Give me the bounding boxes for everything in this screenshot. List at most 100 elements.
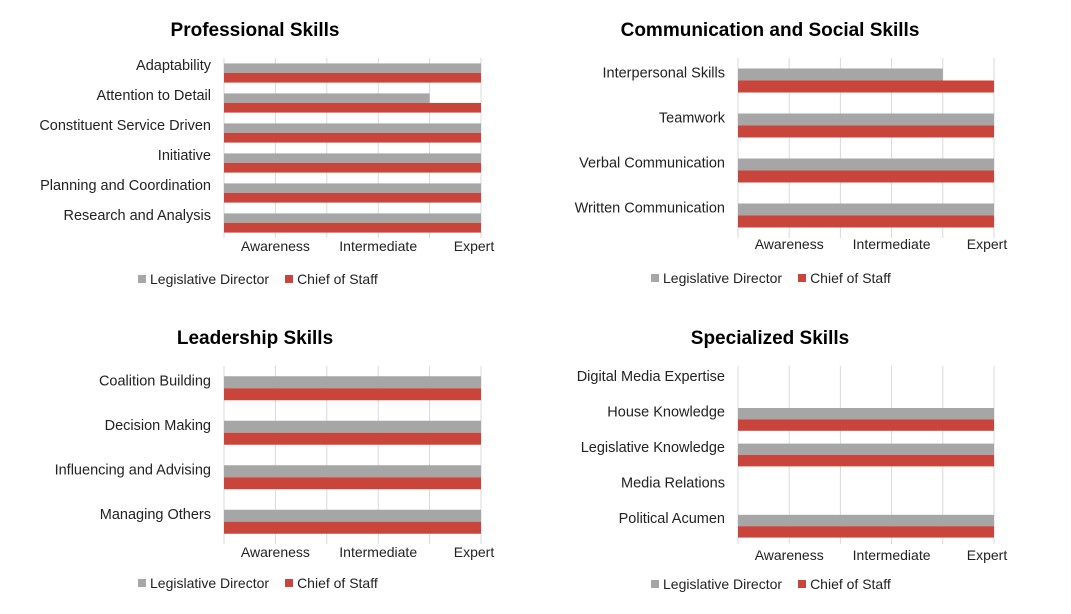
bar: [738, 443, 994, 455]
category-label: Legislative Knowledge: [581, 440, 725, 456]
legend-swatch: [285, 275, 294, 283]
legend-label: Chief of Staff: [810, 270, 891, 286]
bar: [738, 215, 994, 228]
x-tick-label: Expert: [454, 238, 495, 254]
legend-label: Legislative Director: [663, 270, 783, 286]
bar: [224, 73, 481, 83]
chart-title: Communication and Social Skills: [620, 20, 920, 41]
bar: [738, 113, 994, 126]
chart-plot: Interpersonal Skills Teamwork Verbal Commu…: [575, 58, 1008, 252]
bar: [738, 408, 994, 420]
legend-item: Legislative Director: [651, 270, 782, 286]
chart-professional-skills: Professional Skills Adaptability Attentio…: [0, 0, 520, 300]
legend-swatch: [798, 274, 807, 282]
chart-plot: Digital Media Expertise House Knowledge Le…: [577, 366, 1008, 563]
x-tick-label: Awareness: [241, 544, 310, 560]
category-label: Coalition Building: [99, 373, 211, 389]
category-label: Digital Media Expertise: [577, 369, 725, 385]
x-tick-label: Expert: [454, 544, 495, 560]
bar: [224, 153, 481, 163]
legend-swatch: [651, 580, 659, 588]
chart-legend: Legislative Director Chief of Staff: [138, 271, 394, 287]
x-tick-label: Expert: [967, 236, 1008, 252]
legend-swatch: [651, 274, 659, 282]
category-label: Interpersonal Skills: [603, 66, 726, 82]
bar: [224, 193, 481, 203]
legend-label: Legislative Director: [150, 575, 270, 591]
chart-leadership-skills: Leadership Skills Coalition Building Deci…: [0, 308, 520, 608]
legend-label: Legislative Director: [663, 576, 783, 592]
bar: [738, 526, 994, 538]
legend-label: Chief of Staff: [810, 576, 891, 592]
legend-swatch: [138, 579, 146, 587]
bar: [738, 158, 994, 171]
legend-item: Legislative Director: [651, 576, 782, 592]
legend-label: Chief of Staff: [297, 575, 378, 591]
category-label: Research and Analysis: [64, 208, 212, 224]
bar: [738, 125, 994, 138]
chart-title: Professional Skills: [170, 20, 340, 41]
bar: [224, 521, 481, 534]
category-label: Written Communication: [575, 201, 725, 217]
category-label: Teamwork: [659, 111, 726, 127]
chart-plot: Adaptability Attention to Detail Constitue…: [39, 58, 495, 254]
bar: [738, 514, 994, 527]
category-label: Decision Making: [105, 418, 211, 434]
bar: [738, 170, 994, 183]
x-tick-label: Intermediate: [339, 544, 417, 560]
bar: [224, 103, 481, 113]
category-label: Political Acumen: [619, 511, 725, 527]
legend-swatch: [798, 580, 807, 588]
bar: [224, 465, 481, 478]
bar: [224, 123, 481, 133]
bar: [224, 432, 481, 445]
chart-legend: Legislative Director Chief of Staff: [651, 576, 907, 592]
category-label: Adaptability: [136, 58, 212, 74]
x-tick-label: Awareness: [755, 547, 824, 563]
bar: [738, 68, 943, 81]
x-tick-label: Awareness: [241, 238, 310, 254]
category-label: Planning and Coordination: [40, 178, 211, 194]
bar: [224, 223, 481, 233]
bar: [224, 93, 430, 103]
category-label: Managing Others: [100, 507, 211, 523]
category-label: Initiative: [158, 148, 211, 164]
bar: [224, 213, 481, 223]
x-tick-label: Expert: [967, 547, 1008, 563]
bar: [224, 477, 481, 490]
legend-label: Legislative Director: [150, 271, 270, 287]
x-tick-label: Intermediate: [853, 236, 931, 252]
legend-item: Chief of Staff: [798, 270, 891, 286]
legend-item: Legislative Director: [138, 271, 269, 287]
bar: [224, 509, 481, 522]
bar: [224, 133, 481, 143]
chart-legend: Legislative Director Chief of Staff: [138, 575, 394, 591]
legend-label: Chief of Staff: [297, 271, 378, 287]
legend-swatch: [285, 579, 294, 587]
bar: [224, 163, 481, 173]
chart-communication-social-skills: Communication and Social Skills Interper…: [515, 0, 1035, 300]
bar: [224, 420, 481, 433]
x-tick-label: Intermediate: [853, 547, 931, 563]
chart-title: Specialized Skills: [690, 328, 850, 349]
category-label: Influencing and Advising: [55, 462, 211, 478]
legend-swatch: [138, 275, 146, 283]
bar: [738, 419, 994, 431]
chart-plot: Coalition Building Decision Making Influen…: [55, 366, 495, 560]
category-label: Media Relations: [621, 476, 725, 492]
x-tick-label: Awareness: [755, 236, 824, 252]
bar: [738, 80, 994, 93]
category-label: Verbal Communication: [579, 156, 725, 172]
bar: [224, 388, 481, 401]
legend-item: Chief of Staff: [798, 576, 891, 592]
chart-title: Leadership Skills: [176, 328, 334, 349]
category-label: Attention to Detail: [97, 88, 211, 104]
bar: [224, 183, 481, 193]
bar: [224, 63, 481, 73]
bar: [224, 376, 481, 389]
x-tick-label: Intermediate: [339, 238, 417, 254]
category-label: House Knowledge: [607, 404, 725, 420]
bar: [738, 455, 994, 467]
legend-item: Chief of Staff: [285, 575, 378, 591]
chart-legend: Legislative Director Chief of Staff: [651, 270, 907, 286]
